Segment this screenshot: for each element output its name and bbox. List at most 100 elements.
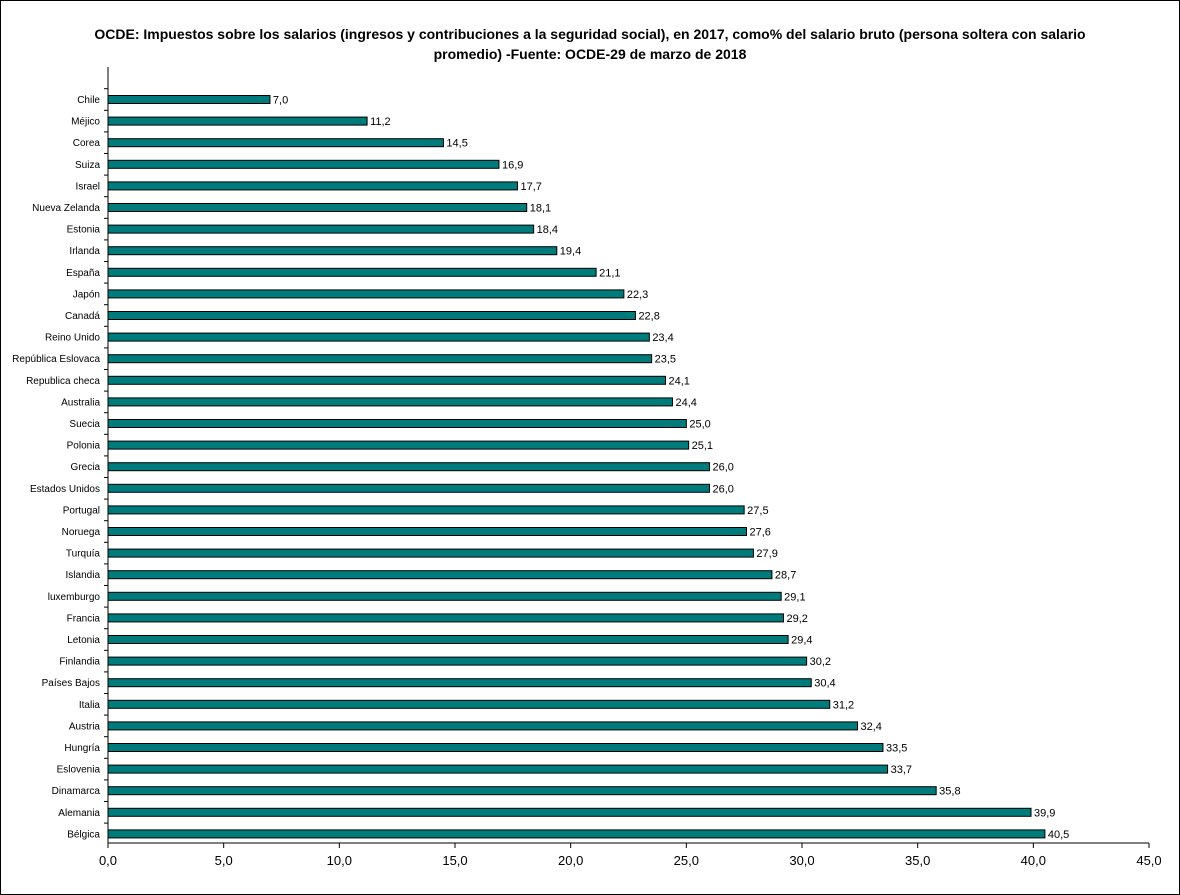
category-label: Republica checa xyxy=(26,376,100,387)
bar xyxy=(107,829,1046,839)
value-label: 33,5 xyxy=(886,743,907,755)
value-label: 18,1 xyxy=(530,203,551,215)
bar xyxy=(107,311,636,320)
x-tick-label: 15,0 xyxy=(442,853,467,868)
value-label: 7,0 xyxy=(273,95,288,107)
bar xyxy=(107,354,653,364)
value-label: 25,0 xyxy=(689,419,710,431)
bar xyxy=(107,116,368,126)
value-label: 23,4 xyxy=(652,332,673,344)
x-tick-label: 30,0 xyxy=(789,853,814,868)
bar xyxy=(107,246,558,256)
value-label: 17,7 xyxy=(520,181,541,193)
bar xyxy=(107,656,808,666)
x-tick-label: 25,0 xyxy=(674,853,699,868)
category-label: Países Bajos xyxy=(42,678,100,689)
category-label: Francia xyxy=(67,613,101,624)
category-label: Chile xyxy=(77,95,100,106)
bar xyxy=(107,181,518,191)
category-label: Hungría xyxy=(64,743,100,754)
value-label: 22,3 xyxy=(627,289,648,301)
category-label: luxemburgo xyxy=(48,592,101,603)
value-label: 24,4 xyxy=(675,397,696,409)
bar xyxy=(107,138,444,148)
x-tick-label: 35,0 xyxy=(905,853,930,868)
category-label: Suecia xyxy=(69,419,100,430)
value-label: 14,5 xyxy=(446,138,467,150)
bar xyxy=(107,807,1032,817)
x-tick-label: 10,0 xyxy=(327,853,352,868)
value-label: 29,1 xyxy=(784,591,805,603)
bar xyxy=(107,570,773,580)
category-label: Nueva Zelanda xyxy=(32,203,100,214)
value-label: 27,6 xyxy=(749,527,770,539)
value-label: 31,2 xyxy=(833,699,854,711)
category-label: Canadá xyxy=(65,311,100,322)
bar xyxy=(107,397,673,407)
category-label: Bélgica xyxy=(67,829,100,840)
value-label: 16,9 xyxy=(502,159,523,171)
category-label: España xyxy=(66,268,100,279)
category-label: Australia xyxy=(61,397,100,408)
value-label: 19,4 xyxy=(560,246,581,258)
category-label: Letonia xyxy=(67,635,100,646)
bar xyxy=(107,203,528,212)
category-label: Méjico xyxy=(71,117,100,128)
value-label: 18,4 xyxy=(537,224,558,236)
x-tick-label: 40,0 xyxy=(1021,853,1046,868)
category-label: Austria xyxy=(69,721,101,732)
bar xyxy=(107,483,710,493)
bar xyxy=(107,462,710,472)
value-label: 29,4 xyxy=(791,635,812,647)
value-label: 24,1 xyxy=(669,375,690,387)
value-label: 11,2 xyxy=(370,116,391,128)
bar xyxy=(107,591,782,601)
value-label: 27,5 xyxy=(747,505,768,517)
category-label: Estonia xyxy=(67,225,101,236)
bar xyxy=(107,505,745,515)
bar xyxy=(107,224,535,234)
category-label: Italia xyxy=(79,700,101,711)
category-label: Islandia xyxy=(66,570,101,581)
value-label: 30,4 xyxy=(814,678,835,690)
bar xyxy=(107,267,597,277)
value-label: 21,1 xyxy=(599,267,620,279)
category-label: Grecia xyxy=(71,462,101,473)
value-label: 39,9 xyxy=(1034,807,1055,819)
value-label: 32,4 xyxy=(861,721,882,733)
bar xyxy=(107,419,687,428)
value-label: 25,1 xyxy=(692,440,713,452)
bar xyxy=(107,613,784,623)
bar xyxy=(107,375,667,385)
bar xyxy=(107,699,831,709)
value-label: 26,0 xyxy=(712,462,733,474)
bar xyxy=(107,764,889,774)
value-label: 35,8 xyxy=(939,786,960,798)
bar xyxy=(107,332,650,342)
category-label: República Eslovaca xyxy=(12,354,100,365)
value-label: 33,7 xyxy=(891,764,912,776)
category-label: Corea xyxy=(73,138,101,149)
bar xyxy=(107,786,937,796)
category-label: Alemania xyxy=(58,808,100,819)
value-label: 28,7 xyxy=(775,570,796,582)
value-label: 23,5 xyxy=(655,354,676,366)
bar xyxy=(107,678,812,688)
category-label: Japón xyxy=(73,289,100,300)
bar xyxy=(107,527,747,536)
category-label: Turquía xyxy=(66,549,101,560)
bar xyxy=(107,159,500,169)
x-tick-label: 0,0 xyxy=(99,853,117,868)
category-label: Irlanda xyxy=(69,246,100,257)
bar xyxy=(107,289,625,299)
bar xyxy=(107,548,754,558)
bar xyxy=(107,440,690,450)
category-label: Suiza xyxy=(75,160,100,171)
category-label: Reino Unido xyxy=(45,333,100,344)
value-label: 30,2 xyxy=(810,656,831,668)
value-label: 26,0 xyxy=(712,483,733,495)
category-label: Noruega xyxy=(62,527,101,538)
value-label: 40,5 xyxy=(1048,829,1069,841)
category-label: Finlandia xyxy=(59,657,100,668)
